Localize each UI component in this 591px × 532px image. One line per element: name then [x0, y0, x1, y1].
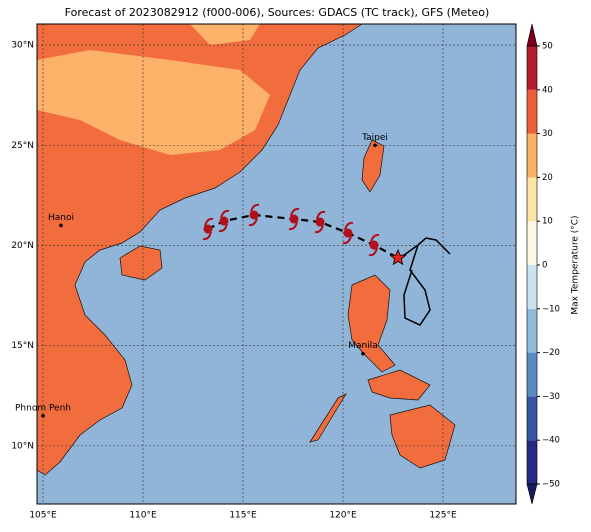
colorbar: −50 −40 −30 −20 −10 0 10 20 30 40 50 — [526, 23, 560, 505]
colorbar-band — [527, 352, 537, 397]
city-label: Manila — [348, 341, 378, 351]
taiwan — [361, 139, 385, 193]
colorbar-band — [527, 440, 537, 484]
colorbar-band — [527, 133, 537, 178]
colorbar-tick-label: 50 — [542, 42, 553, 52]
colorbar-band — [527, 396, 537, 441]
lat-tick-label: 15°N — [11, 341, 34, 351]
colorbar-band — [527, 221, 537, 265]
colorbar-band — [527, 46, 537, 90]
lon-tick-label: 105°E — [29, 511, 57, 521]
colorbar-tick-label: 0 — [542, 261, 547, 271]
colorbar-band — [527, 308, 537, 353]
map-area — [36, 23, 516, 504]
colorbar-extend — [526, 23, 538, 47]
colorbar-tick-label: −50 — [542, 480, 560, 490]
lat-tick-label: 20°N — [11, 241, 34, 251]
visayas — [367, 369, 431, 401]
colorbar-tick-label: −40 — [542, 436, 560, 446]
storm-symbol — [289, 214, 299, 224]
lat-tick-label: 10°N — [11, 441, 34, 451]
city-dot — [59, 223, 63, 228]
colorbar-band — [527, 265, 537, 309]
storm-arm — [368, 233, 380, 257]
storm-arm — [248, 203, 260, 227]
lon-tick-label: 110°E — [129, 511, 157, 521]
storm-symbol — [369, 240, 379, 250]
colorbar-tick-label: 10 — [542, 217, 553, 227]
colorbar-tick-label: 20 — [542, 173, 553, 183]
lat-tick-label: 25°N — [11, 141, 34, 151]
city-label: Phnom Penh — [15, 403, 71, 413]
lat-tick-label: 30°N — [11, 41, 34, 51]
colorbar-tick-label: −20 — [542, 348, 560, 358]
hainan — [119, 245, 163, 281]
colorbar-extend — [526, 483, 538, 505]
storm-arm — [218, 209, 230, 233]
storm-arm — [314, 210, 326, 234]
storm-arm — [202, 217, 214, 241]
forecast-track — [207, 213, 399, 259]
colorbar-tick-label: −10 — [542, 304, 560, 314]
current-position — [389, 248, 407, 266]
storm-symbol — [219, 216, 229, 226]
warm-region — [190, 24, 260, 45]
city-dot — [41, 414, 45, 418]
storm-symbol — [315, 217, 325, 227]
colorbar-band — [527, 89, 537, 134]
storm-arm — [342, 221, 354, 245]
storm-arm — [288, 207, 300, 231]
colorbar-label: Max Temperature (°C) — [571, 215, 581, 314]
storm-symbol — [203, 224, 213, 234]
city-label: Taipei — [361, 133, 388, 143]
colorbar-tick-label: 30 — [542, 129, 553, 139]
city-label: Hanoi — [48, 213, 74, 223]
colorbar-tick-label: −30 — [542, 392, 560, 402]
lon-tick-label: 120°E — [329, 511, 357, 521]
past-track — [399, 237, 451, 326]
luzon — [347, 274, 396, 373]
city-dot — [373, 143, 377, 148]
map-frame — [36, 23, 517, 505]
mindanao — [389, 404, 456, 469]
storm-symbol — [249, 210, 259, 220]
title: Forecast of 2023082912 (f000-006), Sourc… — [65, 6, 490, 19]
colorbar-tick-label: 40 — [542, 85, 553, 95]
palawan — [309, 393, 347, 443]
colorbar-band — [527, 177, 537, 222]
city-dot — [361, 351, 365, 356]
lon-tick-label: 115°E — [229, 511, 257, 521]
lon-tick-label: 125°E — [429, 511, 457, 521]
storm-symbol — [343, 228, 353, 238]
warm-region — [37, 50, 270, 155]
